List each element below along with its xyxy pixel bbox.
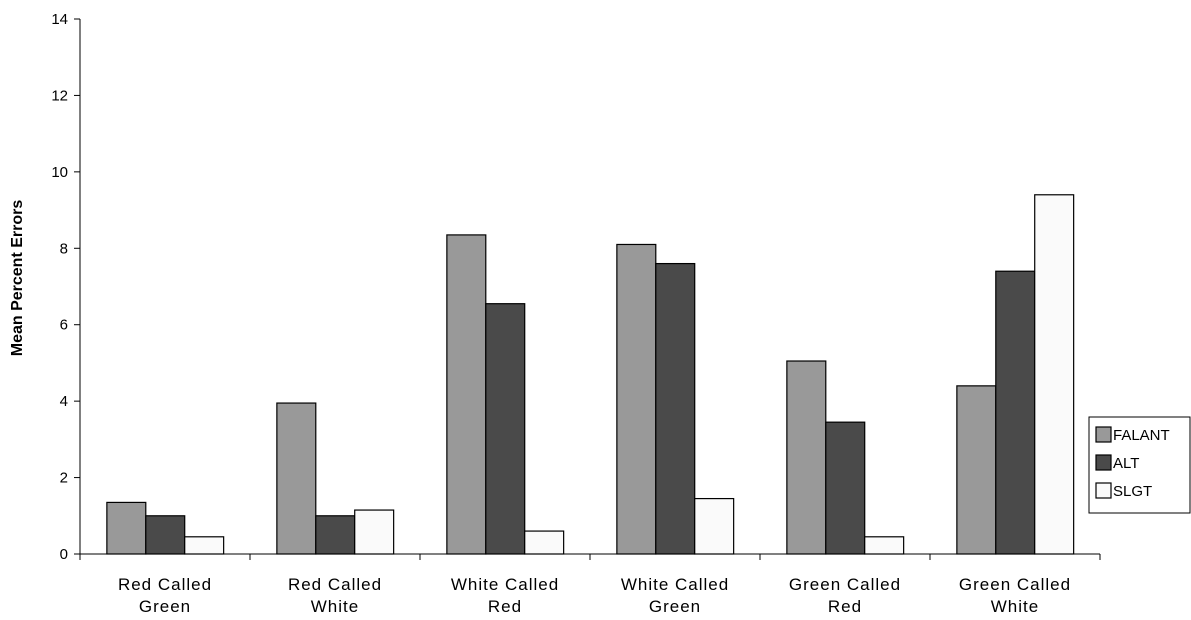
bar-alt-2 [485, 303, 526, 555]
category-label: White Called Red [451, 575, 559, 616]
bars-layer [106, 194, 1075, 555]
bar-slgt-5 [1034, 194, 1075, 555]
legend-label-alt: ALT [1113, 455, 1139, 472]
y-ticks: 0 2 4 6 8 10 12 14 [51, 11, 80, 563]
legend-label-slgt: SLGT [1113, 483, 1152, 500]
category-label: Red Called Green [118, 575, 212, 616]
bar-alt-3 [655, 262, 696, 555]
bar-alt-1 [315, 515, 356, 555]
category-label: Green Called White [959, 575, 1071, 616]
y-axis-title: Mean Percent Errors [9, 200, 26, 357]
bar-falant-5 [956, 385, 997, 555]
legend: FALANT ALT SLGT [1088, 416, 1191, 514]
bar-slgt-3 [694, 497, 735, 555]
bar-falant-2 [446, 234, 487, 555]
y-tick-label: 14 [51, 11, 68, 28]
x-ticks [79, 554, 1101, 560]
legend-items: FALANT ALT SLGT [1095, 426, 1170, 500]
legend-swatch-slgt [1095, 482, 1112, 499]
category-labels: Red Called Green Red Called White White Call… [118, 575, 1071, 616]
category-label: Red Called White [288, 575, 382, 616]
y-tick-label: 8 [60, 240, 68, 257]
legend-swatch-alt [1095, 454, 1112, 471]
legend-swatch-falant [1095, 426, 1112, 443]
bar-slgt-4 [864, 536, 905, 555]
y-tick-label: 2 [60, 470, 68, 487]
y-tick-label: 10 [51, 164, 68, 181]
bar-alt-0 [145, 515, 186, 555]
bar-alt-5 [995, 270, 1036, 555]
bar-falant-0 [106, 501, 147, 555]
y-tick-label: 6 [60, 317, 68, 334]
y-tick-label: 4 [60, 393, 68, 410]
bar-alt-4 [825, 421, 866, 555]
bar-slgt-1 [354, 509, 395, 555]
bar-slgt-0 [184, 536, 225, 555]
bar-falant-3 [616, 243, 657, 555]
y-tick-label: 12 [51, 87, 68, 104]
bar-slgt-2 [524, 530, 565, 555]
category-label: White Called Green [621, 575, 729, 616]
legend-label-falant: FALANT [1113, 427, 1170, 444]
bar-falant-1 [276, 402, 317, 555]
category-label: Green Called Red [789, 575, 901, 616]
axes-layer [79, 19, 1100, 555]
y-tick-label: 0 [60, 546, 68, 563]
bar-falant-4 [786, 360, 827, 555]
